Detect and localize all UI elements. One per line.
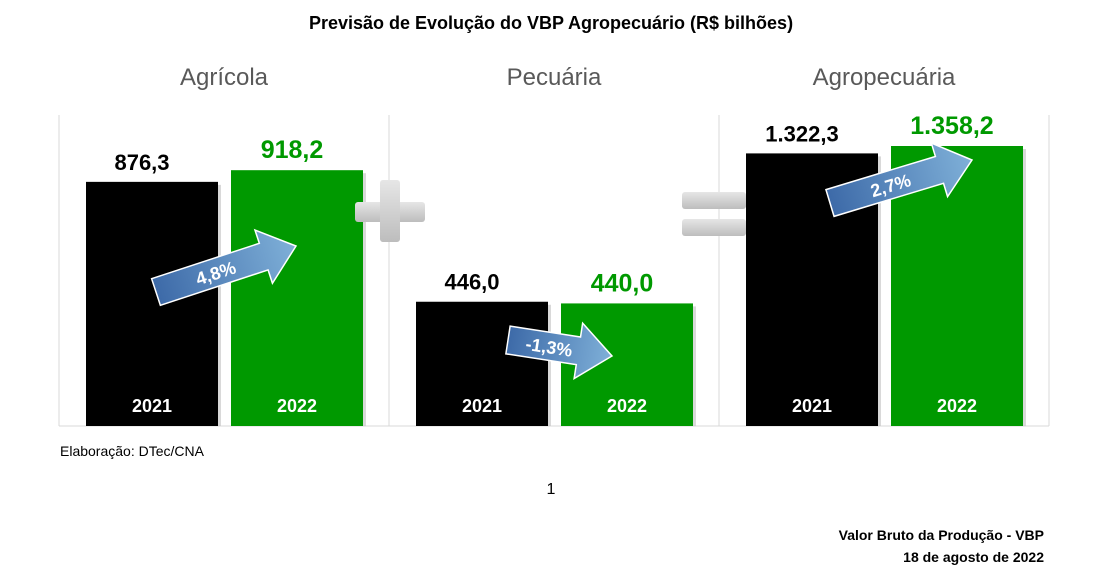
bar-agricola-2022 (231, 170, 363, 426)
year-label-pecuaria-2022: 2022 (607, 396, 647, 416)
value-label-agropecuaria-2022: 1.358,2 (910, 112, 993, 140)
footer-line2: 18 de agosto de 2022 (903, 549, 1044, 565)
source-credit: Elaboração: DTec/CNA (60, 443, 204, 459)
year-label-agropecuaria-2021: 2021 (792, 396, 832, 416)
value-label-agricola-2022: 918,2 (261, 136, 324, 164)
equals-operator-bottom (682, 219, 746, 236)
value-label-pecuaria-2021: 446,0 (444, 270, 499, 295)
chart-title: Previsão de Evolução do VBP Agropecuário… (308, 13, 794, 33)
change-arrow-shape-pecuaria (505, 321, 614, 380)
page-number: 1 (546, 481, 556, 498)
panel-title-agricola: Agrícola (179, 64, 269, 91)
change-arrow-shape-agropecuaria (825, 141, 974, 218)
panel-title-agropecuaria: Agropecuária (812, 64, 956, 91)
plus-operator-vertical (380, 180, 400, 242)
value-label-pecuaria-2022: 440,0 (591, 269, 654, 297)
value-label-agricola-2021: 876,3 (114, 150, 169, 175)
bar-agricola-2021 (86, 181, 218, 426)
year-label-agricola-2022: 2022 (277, 396, 317, 416)
panel-title-pecuaria: Pecuária (506, 64, 602, 91)
year-label-pecuaria-2021: 2021 (462, 396, 502, 416)
year-label-agricola-2021: 2021 (132, 396, 172, 416)
footer-line1: Valor Bruto da Produção - VBP (838, 527, 1044, 543)
change-arrow-agricola: 4,8% (150, 228, 298, 307)
bar-pecuaria-2021 (416, 301, 548, 426)
year-label-agropecuaria-2022: 2022 (937, 396, 977, 416)
equals-operator-top (682, 192, 746, 209)
change-arrow-shape-agricola (150, 228, 298, 307)
footer: Valor Bruto da Produção - VBP 18 de agos… (839, 524, 1044, 568)
change-arrow-pecuaria: -1,3% (505, 321, 614, 380)
value-label-agropecuaria-2021: 1.322,3 (765, 121, 838, 146)
